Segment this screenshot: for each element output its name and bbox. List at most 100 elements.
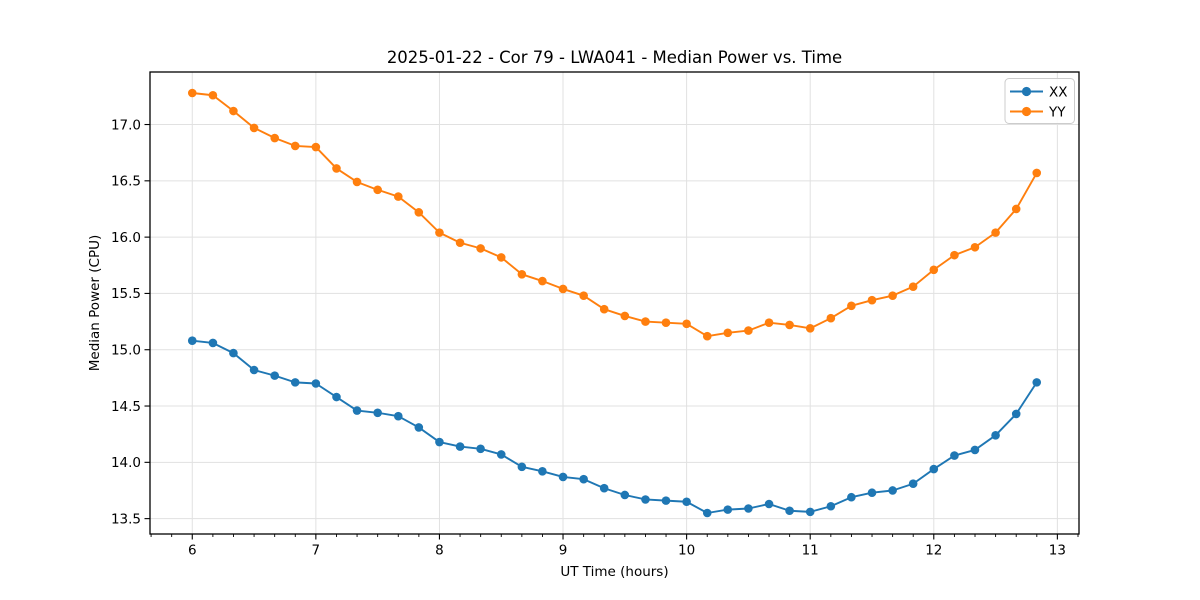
legend-marker: [1021, 86, 1032, 97]
data-point-xx: [908, 479, 918, 489]
x-tick-label: 6: [188, 543, 197, 559]
data-point-yy: [352, 177, 362, 187]
data-point-xx: [826, 501, 836, 511]
data-point-xx: [229, 348, 238, 358]
data-point-yy: [517, 269, 527, 279]
data-point-xx: [723, 505, 733, 514]
x-axis: 6 7 8 9 10 11 12 13: [150, 534, 1079, 559]
data-point-xx: [970, 445, 980, 455]
x-tick-label: 7: [312, 543, 321, 559]
y-tick-label: 14.0: [111, 455, 141, 471]
data-point-xx: [620, 490, 630, 500]
data-point-xx: [393, 411, 403, 421]
data-point-xx: [558, 472, 568, 482]
data-point-yy: [991, 228, 1000, 237]
y-axis: 13.5 14.0 14.5 15.0 15.5 16.0 16.5 17.0: [111, 117, 150, 527]
x-tick-label: 11: [802, 543, 819, 559]
series-yy: [187, 88, 1042, 341]
data-point-xx: [1011, 409, 1021, 419]
data-point-yy: [332, 164, 341, 173]
data-point-yy: [270, 133, 279, 143]
x-tick-label: 8: [435, 543, 444, 559]
data-point-xx: [476, 444, 485, 454]
data-point-yy: [641, 317, 650, 326]
data-point-xx: [744, 504, 753, 513]
data-point-xx: [455, 442, 465, 451]
data-point-xx: [373, 408, 382, 418]
y-tick-label: 16.0: [111, 230, 141, 246]
x-tick-label: 13: [1049, 543, 1066, 559]
data-point-xx: [352, 406, 362, 415]
y-tick-label: 16.5: [111, 174, 141, 190]
data-point-xx: [888, 486, 897, 495]
data-point-yy: [620, 311, 630, 321]
data-point-yy: [187, 88, 197, 98]
data-point-yy: [950, 250, 959, 260]
x-tick-label: 12: [925, 543, 942, 559]
grid: [150, 72, 1079, 534]
data-point-yy: [208, 90, 218, 100]
data-point-xx: [867, 488, 877, 498]
y-tick-label: 17.0: [111, 117, 141, 133]
data-point-xx: [332, 392, 341, 402]
data-point-yy: [393, 192, 403, 201]
legend-marker: [1021, 106, 1032, 117]
data-point-xx: [702, 508, 712, 518]
data-point-xx: [847, 492, 856, 502]
data-point-yy: [682, 319, 691, 329]
y-tick-label: 15.5: [111, 286, 141, 302]
x-axis-label: UT Time (hours): [560, 564, 668, 580]
y-tick-label: 13.5: [111, 511, 141, 527]
plot-border: [149, 71, 1080, 535]
data-point-xx: [496, 450, 506, 459]
data-point-xx: [311, 379, 321, 388]
data-point-xx: [991, 431, 1000, 440]
data-point-yy: [826, 313, 836, 323]
data-point-yy: [867, 295, 877, 305]
data-point-xx: [538, 467, 547, 476]
data-point-xx: [599, 483, 609, 493]
data-point-yy: [1011, 204, 1021, 214]
data-point-xx: [805, 507, 815, 517]
data-point-xx: [929, 464, 939, 474]
data-point-yy: [455, 238, 465, 248]
data-point-xx: [785, 506, 794, 516]
legend-label: XX: [1049, 84, 1068, 100]
data-point-yy: [249, 123, 259, 133]
x-tick-label: 9: [559, 543, 568, 559]
data-point-xx: [950, 451, 959, 460]
data-point-yy: [290, 141, 300, 151]
data-point-yy: [970, 242, 980, 252]
data-point-yy: [847, 301, 856, 311]
data-point-xx: [187, 336, 197, 346]
data-point-yy: [661, 318, 671, 328]
data-point-xx: [290, 378, 300, 387]
data-point-xx: [435, 437, 444, 447]
series-line-xx: [191, 339, 1038, 514]
data-point-xx: [208, 338, 218, 348]
data-point-yy: [579, 291, 588, 300]
data-point-xx: [641, 495, 650, 504]
data-point-yy: [1032, 168, 1042, 178]
series-xx: [187, 336, 1042, 518]
data-point-yy: [538, 276, 547, 286]
series-line-yy: [191, 92, 1038, 338]
data-point-yy: [764, 318, 774, 328]
data-point-yy: [785, 320, 794, 330]
y-tick-label: 15.0: [111, 343, 141, 359]
data-point-yy: [311, 142, 321, 152]
data-point-yy: [908, 282, 918, 291]
legend-item-xx: XX: [1010, 84, 1068, 100]
data-point-yy: [723, 328, 733, 338]
legend-label: YY: [1048, 104, 1066, 120]
data-point-xx: [270, 371, 279, 380]
data-point-xx: [764, 499, 774, 509]
y-tick-label: 14.5: [111, 399, 141, 415]
data-point-xx: [414, 423, 424, 432]
chart-title: 2025-01-22 - Cor 79 - LWA041 - Median Po…: [387, 48, 842, 67]
data-point-xx: [1032, 378, 1042, 387]
data-point-xx: [661, 496, 671, 505]
data-point-yy: [496, 253, 506, 262]
